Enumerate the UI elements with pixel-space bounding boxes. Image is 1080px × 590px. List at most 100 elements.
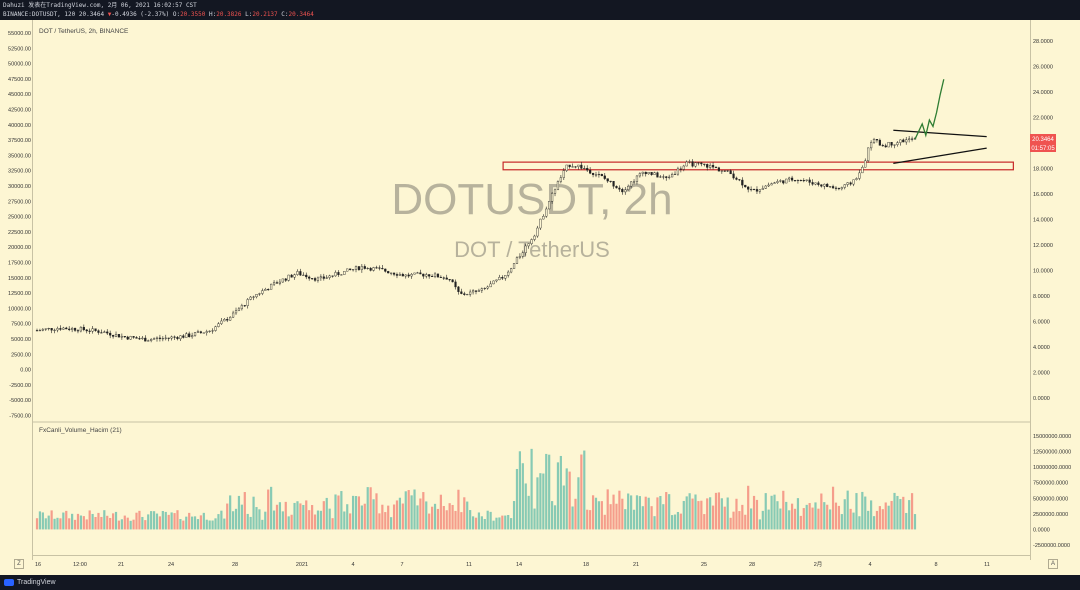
volume-bar <box>428 513 431 530</box>
candle-body <box>82 326 85 331</box>
candles-group <box>35 135 917 343</box>
volume-bar <box>556 462 560 530</box>
candle-body <box>117 334 121 338</box>
volume-bar <box>814 502 817 530</box>
right-price-axis[interactable] <box>1030 20 1080 560</box>
candle-body <box>316 277 320 281</box>
candle-body <box>711 165 715 168</box>
triangle-lower-trendline[interactable] <box>893 147 987 164</box>
candle-body <box>337 272 340 276</box>
candle-body <box>872 139 876 143</box>
time-axis[interactable] <box>33 555 1030 575</box>
candle-body <box>606 178 609 182</box>
volume-bar <box>302 504 305 530</box>
candle-body <box>246 299 249 306</box>
candle-body <box>53 329 56 331</box>
candle-body <box>313 278 317 281</box>
volume-bar <box>744 514 747 530</box>
candle-body <box>553 189 557 194</box>
volume-bar <box>94 516 97 530</box>
volume-bar <box>392 504 396 530</box>
candle-body <box>556 181 560 191</box>
volume-bar <box>264 511 267 530</box>
tradingview-logo-icon[interactable] <box>4 579 14 586</box>
volume-bar <box>223 518 226 530</box>
right-axis-label: 6.0000 <box>1033 320 1050 326</box>
candle-body <box>852 179 855 185</box>
volume-bar <box>68 518 71 530</box>
candle-body <box>834 187 838 189</box>
candle-body <box>744 184 747 188</box>
candle-body <box>349 268 352 270</box>
volume-bar <box>229 495 232 530</box>
resistance-zone-rect[interactable] <box>502 161 1014 171</box>
candle-body <box>305 274 308 278</box>
volume-bar <box>867 510 870 530</box>
candle-body <box>50 328 53 331</box>
volume-axis-label: 15000000.0000 <box>1033 434 1071 440</box>
symbol-legend[interactable]: DOT / TetherUS, 2h, BINANCE <box>39 28 129 35</box>
candle-body <box>881 145 884 147</box>
volume-legend[interactable]: FxCanli_Volume_Hacim (21) <box>39 427 122 434</box>
candle-body <box>644 171 647 175</box>
volume-bar <box>776 501 779 530</box>
candle-body <box>752 189 756 191</box>
candle-body <box>878 139 881 146</box>
right-axis-labels: 28.000026.000024.000022.000020.000018.00… <box>1033 39 1053 402</box>
candle-body <box>404 274 407 277</box>
candle-body <box>630 181 633 187</box>
candle-body <box>758 189 761 192</box>
candle-body <box>378 267 381 269</box>
time-axis-label: 18 <box>583 562 589 568</box>
projection-path[interactable] <box>914 79 945 140</box>
volume-bar <box>351 495 355 530</box>
left-price-axis[interactable] <box>0 20 33 560</box>
volume-bar <box>401 503 404 530</box>
candle-body <box>334 272 337 277</box>
candle-body <box>363 266 366 269</box>
volume-bar <box>167 514 170 530</box>
candle-body <box>71 328 74 330</box>
candle-body <box>211 330 214 332</box>
left-axis-label: 30000.00 <box>8 184 31 190</box>
auto-scale-button[interactable]: A <box>1048 559 1058 569</box>
candle-body <box>515 257 519 264</box>
candle-body <box>703 163 706 165</box>
volume-bar <box>252 496 255 530</box>
volume-bar <box>627 493 630 530</box>
left-axis-label: 7500.00 <box>11 322 31 328</box>
volume-bar <box>305 500 308 530</box>
footer-brand[interactable]: TradingView <box>17 579 56 586</box>
volume-bar <box>50 510 53 530</box>
volume-bar <box>349 513 352 530</box>
volume-bar <box>624 509 627 530</box>
volume-bar <box>603 514 606 530</box>
volume-bar <box>407 490 410 530</box>
candle-body <box>191 335 194 338</box>
volume-bar <box>425 501 428 530</box>
volume-bar <box>208 520 211 530</box>
candle-body <box>691 161 694 167</box>
volume-bar <box>422 492 425 530</box>
volume-bar <box>770 495 773 530</box>
volume-bar <box>123 515 126 530</box>
candle-body <box>495 279 498 282</box>
candle-body <box>890 141 893 146</box>
volume-bar <box>542 473 545 530</box>
volume-bar <box>632 509 636 530</box>
candle-body <box>779 180 782 182</box>
left-axis-label: -7500.00 <box>9 414 31 420</box>
time-axis-label: 11 <box>984 562 990 568</box>
volume-bar <box>767 509 770 530</box>
candle-body <box>635 175 639 182</box>
volume-bar <box>284 501 287 530</box>
volume-bar <box>270 486 273 530</box>
zoom-reset-button[interactable]: Z <box>14 559 24 569</box>
triangle-upper-trendline[interactable] <box>893 129 987 138</box>
candle-body <box>375 267 378 269</box>
volume-bar <box>568 471 571 530</box>
volume-bar <box>237 495 241 530</box>
candle-body <box>603 175 606 179</box>
candle-body <box>867 147 870 161</box>
